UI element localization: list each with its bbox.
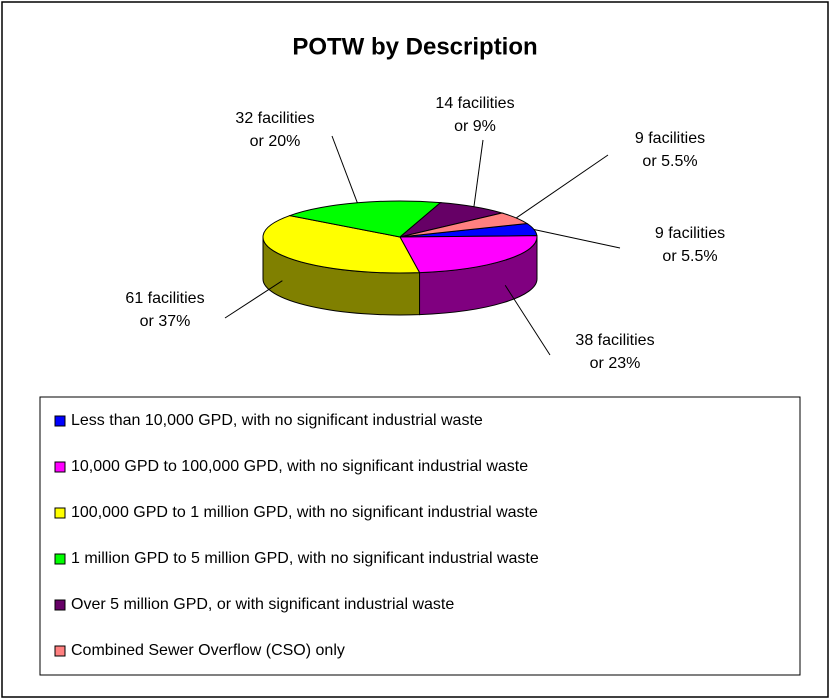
leader-line	[331, 135, 358, 203]
legend-label: Over 5 million GPD, or with significant …	[71, 596, 454, 613]
legend-swatch	[54, 645, 66, 657]
legend-label: 100,000 GPD to 1 million GPD, with no si…	[71, 504, 538, 521]
data-label: or 9%	[454, 118, 496, 135]
data-label: 38 facilities	[575, 332, 654, 349]
leader-line	[533, 228, 621, 249]
legend-label: Combined Sewer Overflow (CSO) only	[71, 642, 345, 659]
legend-label: 1 million GPD to 5 million GPD, with no …	[71, 550, 539, 567]
leader-line	[515, 154, 609, 219]
data-label: or 5.5%	[662, 248, 717, 265]
data-label: or 23%	[590, 355, 641, 372]
legend-label: Less than 10,000 GPD, with no significan…	[71, 412, 483, 429]
pie-slice	[399, 212, 529, 238]
legend-swatch	[54, 599, 66, 611]
chart-title: POTW by Description	[292, 33, 537, 60]
legend-swatch	[54, 415, 66, 427]
leader-line	[224, 280, 283, 319]
leader-line	[504, 284, 551, 356]
data-label: or 5.5%	[642, 153, 697, 170]
legend-swatch	[54, 461, 66, 473]
legend-swatch	[54, 553, 66, 565]
data-label: 32 facilities	[235, 110, 314, 127]
data-label: or 20%	[250, 133, 301, 150]
leader-line	[473, 139, 484, 207]
data-label: 14 facilities	[435, 95, 514, 112]
pie-slice	[399, 235, 538, 274]
data-label: 9 facilities	[655, 225, 725, 242]
legend-box	[39, 396, 801, 676]
pie-slice	[262, 215, 421, 274]
data-label: or 37%	[140, 313, 191, 330]
legend-swatch	[54, 507, 66, 519]
legend-label: 10,000 GPD to 100,000 GPD, with no signi…	[71, 458, 528, 475]
data-label: 9 facilities	[635, 130, 705, 147]
data-label: 61 facilities	[125, 290, 204, 307]
